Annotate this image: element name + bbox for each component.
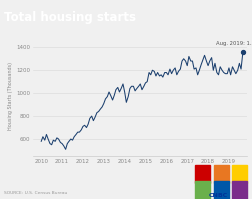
Text: Aug. 2019: 1.36M: Aug. 2019: 1.36M [215,41,252,46]
Bar [195,165,210,183]
Text: Total housing starts: Total housing starts [4,11,135,24]
Point [240,50,244,54]
Bar [213,165,228,183]
Bar [195,181,210,199]
Y-axis label: Housing Starts (Thousands): Housing Starts (Thousands) [8,62,13,130]
Bar [231,181,246,199]
Text: SOURCE: U.S. Census Bureau: SOURCE: U.S. Census Bureau [4,191,67,195]
Text: CNBC: CNBC [208,193,228,198]
Bar [213,181,228,199]
Bar [231,165,246,183]
